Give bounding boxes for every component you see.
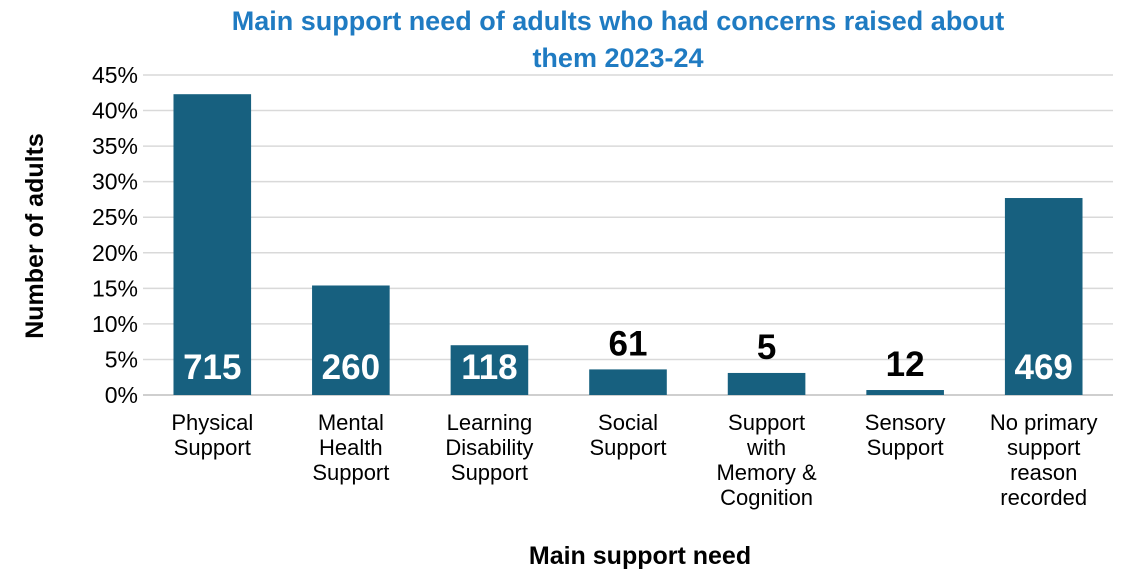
x-axis-title: Main support need bbox=[529, 542, 751, 570]
x-axis-ticks: Physical Support Mental Health Support Learni… bbox=[171, 410, 1097, 510]
y-tick-label: 15% bbox=[92, 275, 138, 301]
x-tick-label: Sensory Support bbox=[865, 410, 946, 460]
y-tick-label: 10% bbox=[92, 311, 138, 337]
data-label: 469 bbox=[1015, 348, 1073, 387]
chart-title-line-2: them 2023-24 bbox=[532, 43, 703, 73]
y-tick-label: 30% bbox=[92, 169, 138, 195]
bar bbox=[173, 94, 252, 395]
data-labels: 715 260 118 61 5 12 469 bbox=[183, 324, 1073, 387]
x-tick-label: Support with Memory & Cognition bbox=[716, 410, 817, 510]
bar bbox=[589, 369, 667, 395]
x-tick-label: Mental Health Support bbox=[312, 410, 389, 485]
y-tick-label: 35% bbox=[92, 133, 138, 159]
data-label: 260 bbox=[322, 348, 380, 387]
y-axis-title: Number of adults bbox=[21, 133, 49, 339]
data-label: 118 bbox=[461, 348, 517, 387]
x-tick-label: Physical Support bbox=[171, 410, 253, 460]
gridlines bbox=[143, 74, 1113, 396]
bar bbox=[866, 390, 944, 395]
y-tick-label: 0% bbox=[105, 382, 138, 408]
data-label: 5 bbox=[757, 328, 776, 367]
chart-title-line-1: Main support need of adults who had conc… bbox=[232, 6, 1005, 36]
data-label: 715 bbox=[183, 348, 241, 387]
y-tick-label: 5% bbox=[105, 346, 138, 372]
y-axis-ticks: 0% 5% 10% 15% 20% 25% 30% 35% 40% 45% bbox=[92, 62, 138, 408]
x-tick-label: Learning Disability Support bbox=[445, 410, 533, 485]
bar bbox=[1004, 198, 1083, 395]
bar bbox=[727, 372, 806, 395]
bar bbox=[312, 285, 390, 395]
data-label: 12 bbox=[886, 345, 925, 384]
x-tick-label: No primary support reason recorded bbox=[990, 410, 1098, 510]
y-tick-label: 20% bbox=[92, 240, 138, 266]
y-tick-label: 45% bbox=[92, 62, 138, 88]
x-tick-label: Social Support bbox=[589, 410, 666, 460]
bar bbox=[450, 345, 529, 395]
y-tick-label: 40% bbox=[92, 98, 138, 124]
bars bbox=[173, 94, 1083, 395]
y-tick-label: 25% bbox=[92, 204, 138, 230]
data-label: 61 bbox=[609, 324, 648, 363]
